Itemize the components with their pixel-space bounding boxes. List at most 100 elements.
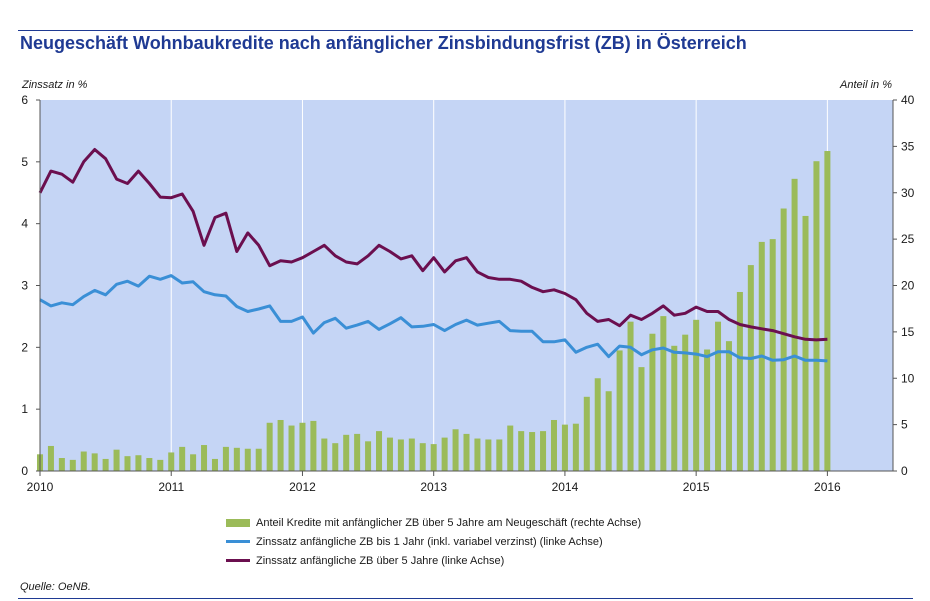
legend-item-short-rate: Zinssatz anfängliche ZB bis 1 Jahr (inkl…: [226, 532, 641, 551]
bar: [321, 438, 328, 471]
line-short-rate: [39, 274, 828, 363]
right-tick-label: 35: [901, 139, 915, 153]
bar: [561, 424, 568, 471]
legend: Anteil Kredite mit anfänglicher ZB über …: [226, 513, 641, 570]
right-axis-title: Anteil in %: [840, 79, 892, 91]
right-tick-label: 25: [901, 232, 915, 246]
bar: [244, 448, 251, 471]
bar: [550, 419, 557, 471]
bar: [157, 459, 164, 471]
bar: [102, 458, 109, 471]
bar: [113, 449, 120, 471]
line-long-rate: [38, 148, 828, 342]
bar: [660, 316, 667, 471]
title-rule-top: [18, 30, 913, 31]
bar: [463, 433, 470, 471]
x-tick-label: 2013: [420, 480, 447, 494]
bar: [277, 419, 284, 471]
bar: [91, 453, 98, 471]
left-tick-label: 0: [21, 464, 28, 478]
bar: [638, 367, 645, 471]
bar: [813, 161, 820, 471]
bar: [572, 423, 579, 471]
bar: [288, 425, 295, 471]
bar: [190, 454, 197, 471]
bar: [583, 396, 590, 471]
bar: [47, 445, 54, 471]
bar: [397, 439, 404, 471]
legend-label-long-rate: Zinssatz anfängliche ZB über 5 Jahre (li…: [256, 554, 505, 567]
bar: [474, 438, 481, 471]
bar: [518, 431, 525, 471]
left-tick-label: 1: [21, 402, 28, 416]
bar: [496, 439, 503, 471]
bar: [419, 443, 426, 471]
bar: [80, 451, 87, 471]
x-tick-label: 2012: [289, 480, 316, 494]
bar: [605, 391, 612, 471]
bar: [791, 178, 798, 471]
bar: [671, 345, 678, 471]
chart-title: Neugeschäft Wohnbaukredite nach anfängli…: [20, 33, 747, 53]
bar: [376, 431, 383, 471]
bar: [747, 265, 754, 471]
bar: [594, 378, 601, 471]
right-tick-label: 20: [901, 279, 915, 293]
bar: [266, 422, 273, 471]
bar: [365, 441, 372, 471]
bar: [769, 239, 776, 471]
bar: [507, 425, 514, 471]
bar: [441, 437, 448, 471]
left-tick-label: 5: [21, 155, 28, 169]
legend-label-bar: Anteil Kredite mit anfänglicher ZB über …: [256, 516, 642, 529]
bar: [255, 448, 262, 471]
bar: [299, 422, 306, 471]
chart-svg: 0 1 2 3 4 5 6 0 5 10 15 20 25 30 35 40 2010 2011 2012 2013 2…: [21, 93, 915, 494]
legend-item-long-rate: Zinssatz anfängliche ZB über 5 Jahre (li…: [226, 551, 641, 570]
x-tick-label: 2014: [552, 480, 579, 494]
bar: [485, 439, 492, 471]
bar: [310, 420, 317, 471]
x-tick-label: 2011: [158, 480, 184, 494]
bar: [343, 434, 350, 471]
bar: [704, 349, 711, 471]
bar: [168, 452, 175, 471]
bar: [693, 319, 700, 471]
left-tick-label: 3: [21, 279, 28, 293]
bar: [211, 458, 218, 471]
bar: [682, 334, 689, 471]
left-axis-title: Zinssatz in %: [22, 79, 88, 91]
bar: [736, 291, 743, 471]
left-tick-label: 2: [21, 340, 28, 354]
bar: [715, 321, 722, 471]
bar: [354, 433, 361, 471]
bar: [802, 215, 809, 471]
right-tick-label: 0: [901, 464, 908, 478]
bar: [201, 445, 208, 471]
plot-area: [40, 100, 893, 471]
bar: [386, 437, 393, 471]
bar: [233, 447, 240, 471]
left-tick-label: 6: [21, 93, 28, 107]
right-tick-label: 40: [901, 93, 915, 107]
x-tick-label: 2015: [683, 480, 710, 494]
bar: [452, 429, 459, 471]
bar: [332, 443, 339, 471]
bar: [146, 458, 153, 471]
legend-label-short-rate: Zinssatz anfängliche ZB bis 1 Jahr (inkl…: [256, 535, 603, 548]
x-tick-label: 2010: [27, 480, 54, 494]
bar: [649, 333, 656, 471]
bar: [58, 458, 65, 471]
x-tick-label: 2016: [814, 480, 841, 494]
right-tick-label: 15: [901, 325, 915, 339]
legend-swatch-short-rate: [226, 540, 250, 543]
legend-swatch-long-rate: [226, 559, 250, 562]
bar: [408, 438, 415, 471]
bar: [124, 456, 131, 471]
right-tick-label: 30: [901, 186, 915, 200]
bar: [616, 350, 623, 471]
source-note: Quelle: OeNB.: [20, 581, 91, 593]
bar: [725, 341, 732, 471]
right-tick-label: 10: [901, 371, 915, 385]
right-tick-label: 5: [901, 418, 908, 432]
